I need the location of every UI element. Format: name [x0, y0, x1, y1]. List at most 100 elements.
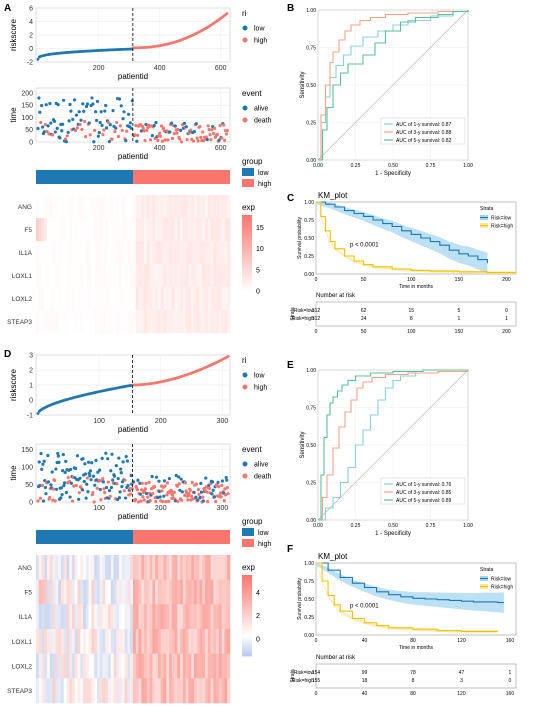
risk-table-x-tick: 80 — [410, 691, 416, 697]
heatmap-cell — [60, 310, 65, 334]
heatmap-cell — [149, 287, 153, 311]
time-point — [53, 499, 57, 503]
heatmap-cell — [36, 241, 40, 265]
heatmap-cell — [160, 629, 164, 654]
heatmap-cell — [196, 310, 200, 334]
heatmap-cell — [99, 678, 103, 704]
group-legend-label: high — [258, 541, 271, 548]
heatmap-cell — [99, 218, 103, 242]
legend-swatch-high — [242, 384, 248, 390]
heatmap-cell — [193, 264, 198, 288]
heatmap-cell — [44, 218, 48, 242]
risk-table-x-tick: 0 — [315, 691, 318, 697]
heatmap-cell — [213, 629, 217, 654]
heatmap-cell — [188, 555, 192, 580]
time-point — [99, 498, 103, 502]
heatmap-cell — [74, 678, 78, 704]
x-tick-label: 120 — [457, 638, 466, 644]
time-point — [87, 121, 91, 125]
heatmap-cell — [88, 555, 92, 580]
time-point — [96, 134, 100, 138]
heatmap-cell — [191, 241, 195, 265]
heatmap-cell — [63, 555, 67, 580]
heatmap-cell — [55, 678, 59, 704]
time-point — [100, 123, 104, 127]
heatmap-cell — [49, 218, 53, 242]
heatmap-cell — [41, 241, 45, 265]
heatmap-cell — [135, 264, 139, 288]
heatmap-cell — [138, 653, 142, 679]
x-axis-title: 1 - Specificity — [375, 531, 411, 537]
time-point — [91, 491, 95, 495]
time-point — [77, 491, 81, 495]
time-point — [95, 99, 100, 104]
heatmap-cell — [146, 579, 150, 605]
heatmap-cell — [55, 604, 59, 630]
heatmap-cell — [66, 579, 70, 605]
heatmap-cell — [58, 579, 62, 605]
heatmap-cell — [210, 629, 214, 654]
heatmap-cell — [96, 678, 101, 704]
heatmap-cell — [36, 579, 40, 605]
heatmap-cell — [205, 604, 209, 630]
heatmap-cell — [216, 195, 220, 219]
heatmap-cell — [221, 310, 225, 334]
time-point — [157, 479, 161, 483]
heatmap-cell — [196, 287, 200, 311]
time-point — [84, 496, 88, 500]
heatmap-cell — [169, 241, 173, 265]
time-point — [78, 122, 82, 127]
heatmap-cell — [227, 241, 231, 265]
heatmap-cell — [210, 678, 214, 704]
time-point — [126, 483, 130, 488]
heatmap-cell — [47, 604, 51, 630]
heatmap-cell — [193, 579, 198, 605]
heatmap-cell — [224, 241, 228, 265]
km-legend-label: Risk=low — [491, 577, 512, 583]
y-tick-label: 1.00 — [306, 8, 316, 14]
y-axis-title: Survival probability — [297, 217, 303, 259]
time-point — [161, 126, 165, 130]
heatmap-cell — [191, 579, 195, 605]
heatmap-cell — [116, 629, 120, 654]
heatmap-cell — [38, 604, 42, 630]
time-point — [169, 121, 174, 125]
legend-label: death — [254, 474, 272, 481]
heatmap-cell — [77, 287, 81, 311]
heatmap-cell — [113, 555, 117, 580]
heatmap-cell — [60, 555, 65, 580]
heatmap-cell — [63, 218, 67, 242]
heatmap-cell — [163, 287, 167, 311]
heatmap-cell — [169, 629, 173, 654]
heatmap-cell — [166, 310, 170, 334]
heatmap-cell — [169, 555, 173, 580]
time-point — [65, 134, 69, 138]
heatmap-cell — [83, 629, 87, 654]
heatmap-cell — [133, 604, 137, 630]
heatmap-cell — [138, 241, 142, 265]
heatmap-cell — [227, 264, 231, 288]
group-legend-title: group — [242, 517, 263, 526]
time-point — [91, 102, 95, 106]
y-tick-label: 1 — [29, 383, 33, 390]
time-point — [120, 128, 124, 133]
time-point — [104, 451, 108, 455]
heatmap-cell — [221, 218, 225, 242]
heatmap-cell — [210, 241, 214, 265]
heatmap-cell — [49, 604, 53, 630]
heatmap-cell — [205, 678, 209, 704]
time-point — [205, 137, 209, 142]
heatmap-cell — [185, 629, 189, 654]
heatmap-cell — [96, 653, 101, 679]
heatmap-cell — [191, 629, 195, 654]
time-point — [110, 452, 114, 456]
time-point — [115, 482, 119, 486]
time-point — [71, 117, 75, 122]
x-tick-label: 600 — [215, 145, 227, 152]
heatmap-cell — [133, 579, 137, 605]
heatmap-cell — [127, 310, 131, 334]
heatmap-cell — [80, 264, 84, 288]
time-point — [120, 485, 124, 489]
heatmap-cell — [121, 218, 125, 242]
heatmap-cell — [141, 653, 145, 679]
